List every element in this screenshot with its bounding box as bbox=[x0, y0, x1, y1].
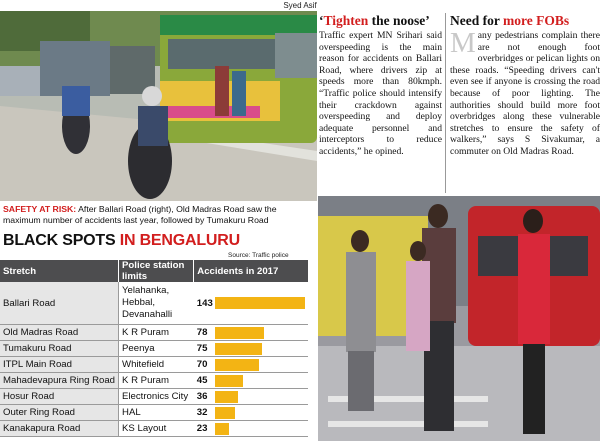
police-limits-text: Yelahanka, Hebbal, Devanahalli bbox=[122, 285, 173, 320]
stretch-name: Kanakapura Road bbox=[0, 420, 119, 437]
photo-caption: SAFETY AT RISK: After Ballari Road (righ… bbox=[3, 204, 315, 226]
article2-body: any pedestrians complain there are not e… bbox=[450, 30, 600, 157]
police-limits-text: K R Puram bbox=[122, 375, 169, 386]
stretch-name: ITPL Main Road bbox=[0, 356, 119, 373]
table-row: Kanakapura Road KS Layout 23 bbox=[0, 420, 308, 437]
caption-lead: SAFETY AT RISK: bbox=[3, 204, 77, 214]
header-stretch: Stretch bbox=[0, 260, 119, 282]
black-spots-table: Stretch Police station limits Accidents … bbox=[0, 260, 308, 437]
accidents-bar bbox=[214, 358, 259, 371]
stretch-name: Old Madras Road bbox=[0, 324, 119, 341]
accidents-value: 78 bbox=[196, 327, 208, 339]
accidents-value: 23 bbox=[196, 423, 208, 435]
caption-text: After Ballari Road (right), Old Madras R… bbox=[3, 204, 277, 225]
police-limits: Electronics City bbox=[118, 388, 194, 405]
accidents-cell: 36 bbox=[193, 388, 308, 405]
police-limits-text: KS Layout bbox=[122, 423, 167, 434]
accidents-value: 45 bbox=[196, 375, 208, 387]
stretch-name: Mahadevapura Ring Road bbox=[0, 372, 119, 389]
table-source: Source: Traffic police bbox=[228, 252, 289, 259]
table-row: Old Madras Road K R Puram 78 bbox=[0, 324, 308, 341]
table-row: Hosur Road Electronics City 36 bbox=[0, 388, 308, 405]
accidents-value: 32 bbox=[196, 407, 208, 419]
police-limits: Whitefield bbox=[118, 356, 194, 373]
traffic-photo bbox=[0, 11, 317, 201]
photo-credit: Syed Asif bbox=[283, 1, 317, 10]
accidents-cell: 143 bbox=[193, 282, 308, 325]
accidents-cell: 75 bbox=[193, 340, 308, 357]
article1-title-rest: the noose’ bbox=[368, 13, 430, 28]
table-title-lead: BLACK SPOTS bbox=[3, 232, 120, 249]
table-title-highlight: IN BENGALURU bbox=[119, 232, 240, 249]
table-row: Outer Ring Road HAL 32 bbox=[0, 404, 308, 421]
accidents-value: 143 bbox=[196, 297, 213, 309]
table-row: Tumakuru Road Peenya 75 bbox=[0, 340, 308, 357]
pedestrians-photo bbox=[318, 196, 600, 441]
accidents-bar bbox=[214, 326, 264, 339]
article2-title-highlight: more FOBs bbox=[503, 13, 570, 28]
police-limits-text: HAL bbox=[122, 407, 141, 418]
article1-body: Traffic expert MN Srihari said overspeed… bbox=[319, 30, 442, 157]
accidents-cell: 45 bbox=[193, 372, 308, 389]
stretch-name: Tumakuru Road bbox=[0, 340, 119, 357]
police-limits-text: Electronics City bbox=[122, 391, 189, 402]
stretch-name: Ballari Road bbox=[0, 282, 119, 325]
table-title: BLACK SPOTS IN BENGALURU bbox=[3, 232, 240, 250]
police-limits-text: K R Puram bbox=[122, 327, 169, 338]
accidents-bar bbox=[214, 390, 238, 403]
accidents-cell: 32 bbox=[193, 404, 308, 421]
stretch-name: Outer Ring Road bbox=[0, 404, 119, 421]
police-limits: Peenya bbox=[118, 340, 194, 357]
table-row: Ballari Road Yelahanka, Hebbal, Devanahal… bbox=[0, 282, 308, 325]
accidents-bar bbox=[214, 342, 262, 355]
accidents-bar bbox=[214, 297, 305, 309]
police-limits: HAL bbox=[118, 404, 194, 421]
accidents-bar bbox=[214, 406, 235, 419]
table-row: Mahadevapura Ring Road K R Puram 45 bbox=[0, 372, 308, 389]
stretch-name: Hosur Road bbox=[0, 388, 119, 405]
article2-title: Need for more FOBs bbox=[450, 13, 600, 28]
article2-title-lead: Need for bbox=[450, 13, 503, 28]
accidents-cell: 70 bbox=[193, 356, 308, 373]
table-header-row: Stretch Police station limits Accidents … bbox=[0, 260, 308, 282]
accidents-cell: 23 bbox=[193, 420, 308, 437]
police-limits: K R Puram bbox=[118, 372, 194, 389]
article1-title-quote: ‘ bbox=[319, 13, 324, 28]
accidents-value: 36 bbox=[196, 391, 208, 403]
accidents-value: 75 bbox=[196, 343, 208, 355]
police-limits: KS Layout bbox=[118, 420, 194, 437]
article1-title-highlight: Tighten bbox=[323, 13, 369, 28]
police-limits-text: Whitefield bbox=[122, 359, 165, 370]
table-row: ITPL Main Road Whitefield 70 bbox=[0, 356, 308, 373]
header-police-limits: Police station limits bbox=[118, 260, 194, 282]
police-limits-text: Peenya bbox=[122, 343, 155, 354]
accidents-value: 70 bbox=[196, 359, 208, 371]
article2-dropcap: M bbox=[450, 27, 476, 59]
accidents-bar bbox=[214, 422, 229, 435]
police-limits: Yelahanka, Hebbal, Devanahalli bbox=[118, 282, 194, 325]
police-limits: K R Puram bbox=[118, 324, 194, 341]
accidents-bar bbox=[214, 374, 243, 387]
table-body: Ballari Road Yelahanka, Hebbal, Devanahal… bbox=[0, 282, 308, 437]
accidents-cell: 78 bbox=[193, 324, 308, 341]
article1-title: ‘Tighten the noose’ bbox=[319, 13, 442, 28]
header-accidents: Accidents in 2017 bbox=[193, 260, 308, 282]
article-tighten-the-noose: ‘Tighten the noose’ Traffic expert MN Sr… bbox=[319, 13, 446, 193]
